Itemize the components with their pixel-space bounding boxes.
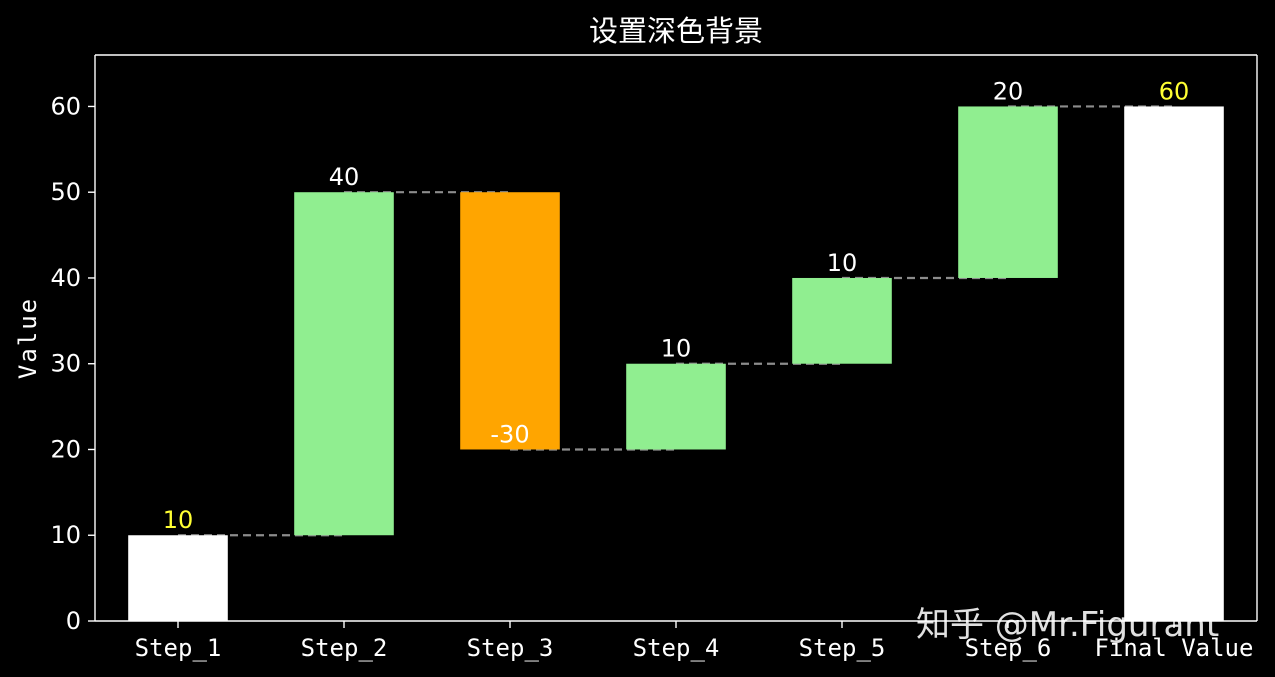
y-axis-ticks: 0 10 20 30 40 50 60: [50, 92, 95, 635]
data-label: 10: [163, 506, 194, 534]
x-tick-label: Step_3: [467, 634, 554, 662]
bar-step-3: [460, 192, 560, 450]
bar-step-6: [958, 106, 1058, 278]
x-axis-ticks: Step_1 Step_2 Step_3 Step_4 Step_5 Step_6 Fina…: [135, 621, 1254, 662]
bar-step-2: [294, 192, 394, 536]
y-tick-label: 20: [50, 435, 81, 463]
data-label: -30: [490, 420, 529, 448]
data-label: 20: [993, 77, 1024, 105]
bar-final-value: [1124, 106, 1224, 622]
y-tick-label: 50: [50, 178, 81, 206]
data-label: 60: [1159, 77, 1190, 105]
y-tick-label: 0: [66, 607, 81, 635]
data-label: 10: [827, 249, 858, 277]
x-tick-label: Step_4: [633, 634, 720, 662]
y-tick-label: 10: [50, 521, 81, 549]
y-tick-label: 40: [50, 264, 81, 292]
x-tick-label: Final Value: [1095, 634, 1254, 662]
bar-series: [128, 106, 1224, 622]
bar-step-4: [626, 363, 726, 450]
x-tick-label: Step_1: [135, 634, 222, 662]
y-tick-label: 30: [50, 350, 81, 378]
plot-frame: [94, 54, 1258, 622]
watermark-text: 知乎 @Mr.Figurant: [916, 605, 1220, 645]
bar-step-1: [128, 535, 228, 621]
x-tick-label: Step_6: [965, 634, 1052, 662]
bar-step-5: [792, 277, 892, 364]
x-tick-label: Step_2: [301, 634, 388, 662]
y-tick-label: 60: [50, 92, 81, 120]
y-axis-label: Value: [14, 297, 42, 379]
data-label: 40: [329, 163, 360, 191]
x-tick-label: Step_5: [799, 634, 886, 662]
data-label: 10: [661, 335, 692, 363]
chart-title: 设置深色背景: [589, 14, 763, 48]
data-labels: 10 40 -30 10 10 20 60: [163, 77, 1190, 534]
